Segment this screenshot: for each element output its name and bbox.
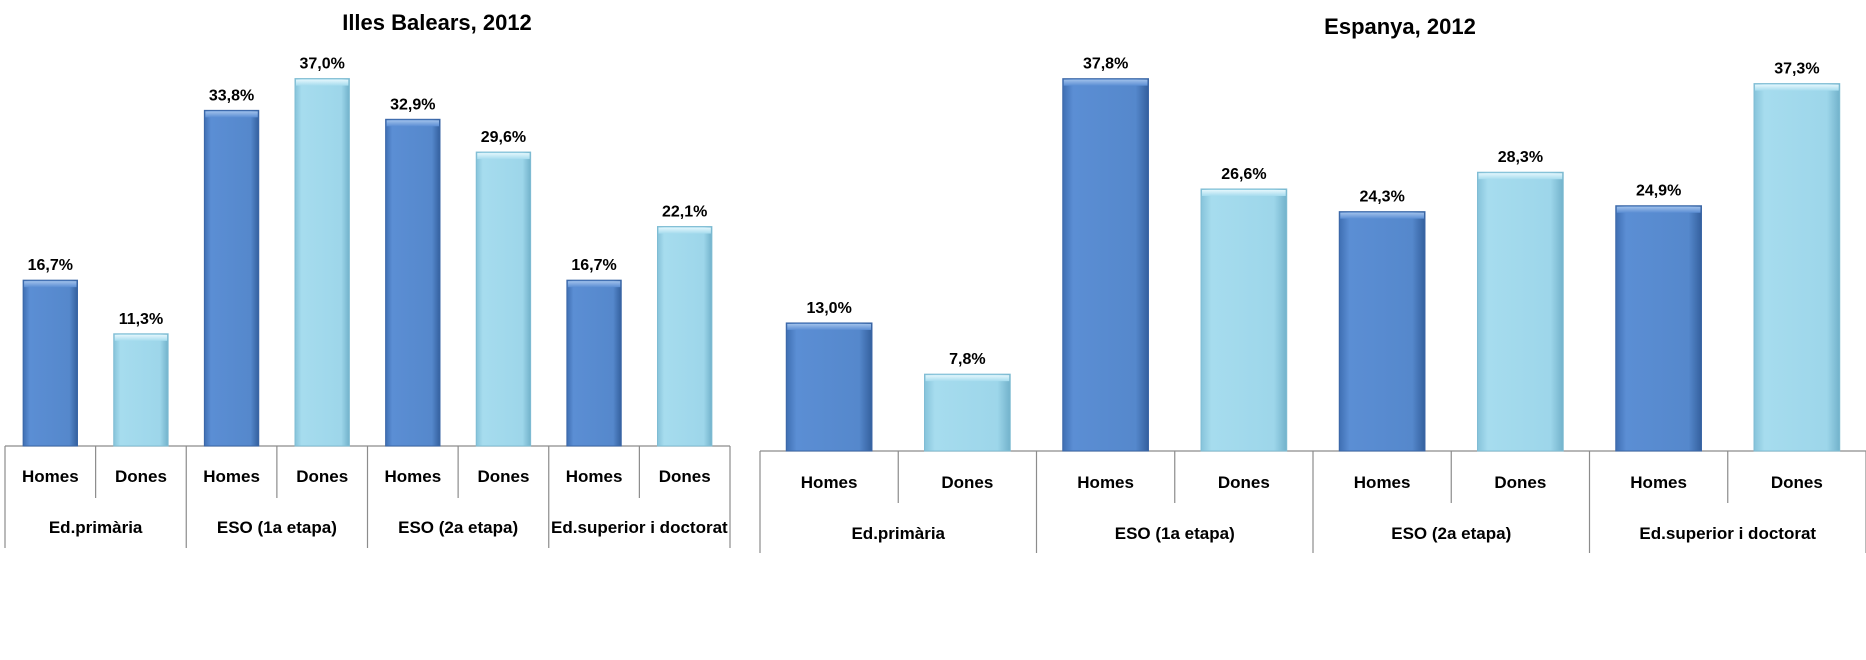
bar-highlight — [1063, 79, 1148, 86]
tick-label-dones: Dones — [1771, 473, 1823, 492]
chart-title: Espanya, 2012 — [1324, 14, 1476, 39]
tick-label-homes: Homes — [801, 473, 858, 492]
data-label-ed-prim-ria-homes: 16,7% — [28, 257, 73, 274]
bar-highlight — [1340, 212, 1424, 219]
bar-ed-superior-i-doctorat-dones — [657, 226, 713, 447]
bar-highlight — [114, 334, 168, 341]
tick-label-homes: Homes — [384, 467, 441, 486]
bar-highlight — [787, 323, 871, 330]
tick-label-dones: Dones — [1218, 473, 1270, 492]
bar-highlight — [925, 375, 1010, 382]
bar-eso-1a-etapa-dones — [1200, 188, 1288, 452]
bar-eso-1a-etapa-homes — [1062, 78, 1149, 452]
data-label-ed-prim-ria-dones: 7,8% — [949, 351, 985, 368]
group-label-eso-1a-etapa: ESO (1a etapa) — [217, 518, 337, 537]
tick-label-homes: Homes — [22, 467, 79, 486]
data-label-ed-superior-i-doctorat-dones: 22,1% — [662, 204, 707, 221]
bar-highlight — [1755, 84, 1839, 91]
bar-ed-superior-i-doctorat-homes — [1615, 205, 1702, 452]
tick-label-homes: Homes — [566, 467, 623, 486]
data-label-eso-1a-etapa-dones: 37,0% — [300, 56, 345, 73]
bar-highlight — [296, 79, 349, 86]
bar-highlight — [477, 153, 530, 160]
data-label-ed-prim-ria-dones: 11,3% — [119, 311, 163, 328]
bar-ed-superior-i-doctorat-dones — [1753, 83, 1841, 452]
data-label-ed-superior-i-doctorat-homes: 24,9% — [1636, 183, 1681, 200]
group-label-ed-superior-i-doctorat: Ed.superior i doctorat — [1639, 524, 1816, 543]
tick-label-dones: Dones — [477, 467, 529, 486]
group-label-eso-1a-etapa: ESO (1a etapa) — [1115, 524, 1235, 543]
bar-highlight — [1478, 173, 1563, 180]
bar-eso-2a-etapa-dones — [475, 151, 532, 447]
tick-label-dones: Dones — [296, 467, 348, 486]
bars — [22, 78, 713, 447]
data-label-eso-1a-etapa-homes: 33,8% — [209, 87, 254, 104]
tick-label-dones: Dones — [115, 467, 167, 486]
bar-highlight — [658, 227, 711, 234]
group-label-ed-prim-ria: Ed.primària — [49, 518, 143, 537]
chart-illes-balears: Illes Balears, 2012 16,7% 11,3% 33,8% 37,0%… — [4, 10, 731, 548]
tick-label-dones: Dones — [659, 467, 711, 486]
data-label-ed-superior-i-doctorat-dones: 37,3% — [1774, 61, 1819, 78]
x-tick-labels: Homes Dones Ed.primària Homes Dones ESO (1a e… — [801, 473, 1823, 543]
tick-label-homes: Homes — [1630, 473, 1687, 492]
data-label-eso-2a-etapa-dones: 29,6% — [481, 129, 526, 146]
data-labels: 16,7% 11,3% 33,8% 37,0% 32,9% 29,6% 16,7% 22,1% — [28, 56, 708, 328]
group-label-eso-2a-etapa: ESO (2a etapa) — [1391, 524, 1511, 543]
bar-ed-prim-ria-dones — [924, 373, 1011, 452]
bar-eso-2a-etapa-homes — [1338, 211, 1426, 452]
bar-highlight — [1616, 206, 1701, 213]
chart-title: Illes Balears, 2012 — [342, 10, 532, 35]
data-label-eso-2a-etapa-homes: 32,9% — [390, 96, 435, 113]
bar-ed-prim-ria-homes — [785, 322, 873, 452]
data-labels: 13,0% 7,8% 37,8% 26,6% 24,3% 28,3% 24,9% 37,3% — [806, 56, 1819, 369]
data-label-eso-2a-etapa-homes: 24,3% — [1359, 189, 1404, 206]
bar-highlight — [386, 120, 439, 127]
chart-espanya: Espanya, 2012 13,0% 7,8% 37,8% 26,6% 24,3% 28… — [759, 14, 1866, 553]
data-label-eso-1a-etapa-homes: 37,8% — [1083, 56, 1128, 73]
x-tick-labels: Homes Dones Ed.primària Homes Dones ESO (1a e… — [22, 467, 728, 537]
bar-highlight — [567, 281, 621, 288]
bar-highlight — [1202, 189, 1286, 196]
data-label-eso-1a-etapa-dones: 26,6% — [1221, 166, 1266, 183]
bar-ed-prim-ria-homes — [22, 279, 78, 447]
tick-label-homes: Homes — [203, 467, 260, 486]
bar-ed-superior-i-doctorat-homes — [566, 279, 622, 447]
bar-eso-1a-etapa-dones — [294, 78, 350, 447]
bar-eso-2a-etapa-dones — [1477, 171, 1564, 452]
tick-label-dones: Dones — [941, 473, 993, 492]
bar-ed-prim-ria-dones — [113, 333, 169, 447]
data-label-eso-2a-etapa-dones: 28,3% — [1498, 149, 1543, 166]
group-label-eso-2a-etapa: ESO (2a etapa) — [398, 518, 518, 537]
group-label-ed-prim-ria: Ed.primària — [851, 524, 945, 543]
bars — [785, 78, 1841, 452]
bar-highlight — [24, 281, 77, 288]
tick-label-dones: Dones — [1494, 473, 1546, 492]
bar-eso-2a-etapa-homes — [385, 118, 441, 447]
bar-highlight — [205, 111, 258, 118]
group-label-ed-superior-i-doctorat: Ed.superior i doctorat — [551, 518, 728, 537]
tick-label-homes: Homes — [1354, 473, 1411, 492]
tick-label-homes: Homes — [1077, 473, 1134, 492]
data-label-ed-prim-ria-homes: 13,0% — [806, 300, 851, 317]
bar-eso-1a-etapa-homes — [203, 109, 260, 447]
data-label-ed-superior-i-doctorat-homes: 16,7% — [571, 257, 616, 274]
